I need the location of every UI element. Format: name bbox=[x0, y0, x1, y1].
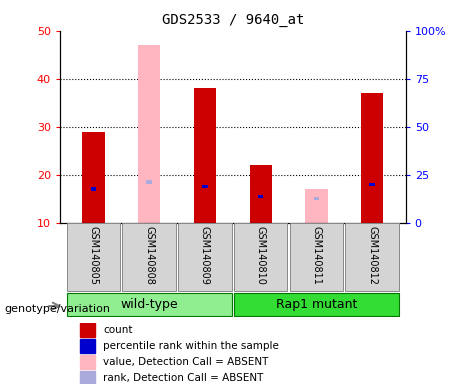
Bar bbox=[305, 189, 328, 223]
FancyBboxPatch shape bbox=[234, 293, 399, 316]
Bar bbox=[258, 195, 264, 198]
Bar bbox=[82, 131, 105, 223]
Text: wild-type: wild-type bbox=[120, 298, 178, 311]
FancyBboxPatch shape bbox=[178, 223, 232, 291]
Bar bbox=[249, 165, 272, 223]
FancyBboxPatch shape bbox=[67, 223, 120, 291]
Bar bbox=[79, 355, 95, 369]
Text: genotype/variation: genotype/variation bbox=[5, 304, 111, 314]
Text: value, Detection Call = ABSENT: value, Detection Call = ABSENT bbox=[103, 357, 268, 367]
FancyBboxPatch shape bbox=[345, 223, 399, 291]
Bar bbox=[361, 93, 384, 223]
Text: GSM140809: GSM140809 bbox=[200, 226, 210, 285]
Bar bbox=[138, 45, 160, 223]
Text: GSM140812: GSM140812 bbox=[367, 226, 377, 285]
Bar bbox=[79, 371, 95, 384]
Text: GSM140811: GSM140811 bbox=[312, 226, 321, 285]
Text: GSM140810: GSM140810 bbox=[256, 226, 266, 285]
Bar bbox=[194, 88, 216, 223]
Text: rank, Detection Call = ABSENT: rank, Detection Call = ABSENT bbox=[103, 373, 263, 383]
Bar bbox=[91, 187, 96, 191]
Bar bbox=[313, 197, 319, 200]
Text: Rap1 mutant: Rap1 mutant bbox=[276, 298, 357, 311]
Bar bbox=[202, 185, 208, 189]
Bar bbox=[79, 323, 95, 337]
FancyBboxPatch shape bbox=[67, 293, 232, 316]
FancyBboxPatch shape bbox=[234, 223, 288, 291]
Bar bbox=[79, 339, 95, 353]
Bar bbox=[369, 183, 375, 186]
FancyBboxPatch shape bbox=[122, 223, 176, 291]
Title: GDS2533 / 9640_at: GDS2533 / 9640_at bbox=[162, 13, 304, 27]
FancyBboxPatch shape bbox=[290, 223, 343, 291]
Text: GSM140808: GSM140808 bbox=[144, 226, 154, 285]
Text: count: count bbox=[103, 325, 132, 335]
Text: percentile rank within the sample: percentile rank within the sample bbox=[103, 341, 279, 351]
Bar bbox=[147, 180, 152, 184]
Text: GSM140805: GSM140805 bbox=[89, 226, 98, 285]
